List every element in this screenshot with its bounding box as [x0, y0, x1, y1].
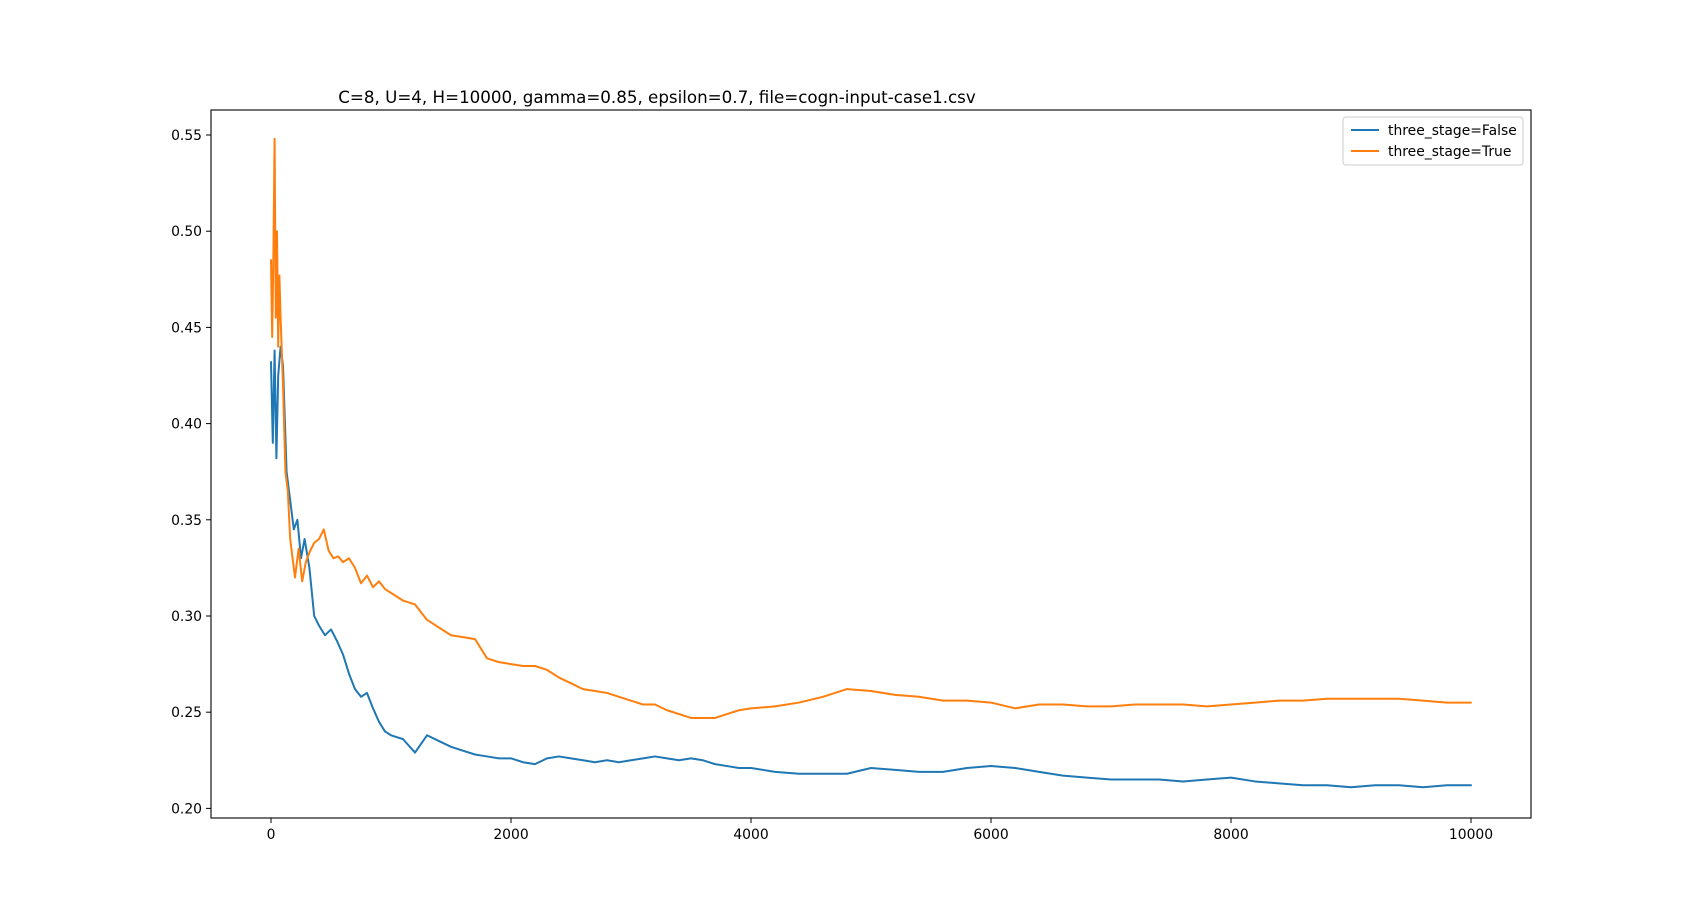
y-tick-label: 0.30 — [171, 609, 202, 625]
axes-frame — [210, 109, 1532, 819]
y-tick-label: 0.40 — [171, 417, 202, 433]
y-tick-label: 0.35 — [171, 513, 202, 529]
plot-area — [210, 109, 1532, 819]
x-tick-label: 0 — [267, 827, 276, 843]
legend-label: three_stage=True — [1388, 144, 1511, 160]
y-tick-label: 0.20 — [171, 801, 202, 817]
x-tick-label: 10000 — [1449, 827, 1493, 843]
chart-title: C=8, U=4, H=10000, gamma=0.85, epsilon=0… — [338, 87, 976, 107]
x-tick-label: 2000 — [493, 827, 528, 843]
y-tick-label: 0.50 — [171, 224, 202, 240]
legend: three_stage=False three_stage=True — [1342, 116, 1524, 166]
y-tick-label: 0.55 — [171, 128, 202, 144]
x-axis: 0 2000 4000 6000 8000 10000 — [267, 818, 1493, 843]
x-tick-label: 6000 — [973, 827, 1008, 843]
y-tick-label: 0.45 — [171, 320, 202, 336]
legend-label: three_stage=False — [1388, 123, 1517, 139]
x-tick-label: 4000 — [733, 827, 768, 843]
series-layer — [270, 137, 1472, 789]
legend-box — [1342, 116, 1524, 166]
x-tick-label: 8000 — [1213, 827, 1248, 843]
plot-background — [211, 110, 1531, 818]
y-axis: 0.20 0.25 0.30 0.35 0.40 0.45 0.50 0.55 — [171, 128, 211, 817]
y-tick-label: 0.25 — [171, 705, 202, 721]
series-line-three-stage-true — [270, 137, 1472, 719]
series-line-three-stage-false — [270, 345, 1472, 789]
